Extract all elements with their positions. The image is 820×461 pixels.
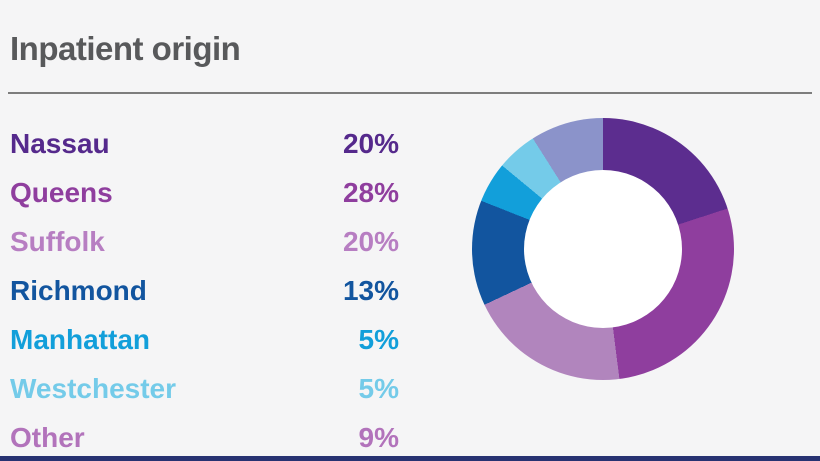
page-title: Inpatient origin: [10, 30, 241, 67]
title-divider: [8, 92, 812, 94]
legend-value: 5%: [358, 372, 399, 404]
legend-row: Nassau 20%: [10, 119, 399, 168]
legend-row: Queens 28%: [10, 168, 399, 217]
legend-value: 28%: [342, 176, 399, 208]
legend-label: Suffolk: [10, 225, 105, 257]
legend-value: 13%: [342, 274, 399, 306]
bottom-accent-bar: [0, 456, 820, 461]
legend-value: 20%: [342, 127, 399, 159]
legend-row: Richmond 13%: [10, 266, 399, 315]
legend-label: Manhattan: [10, 323, 150, 355]
legend-label: Nassau: [10, 127, 110, 159]
legend-value: 9%: [358, 421, 399, 453]
legend-row: Other 9%: [10, 413, 399, 461]
legend-label: Queens: [10, 176, 113, 208]
legend-label: Other: [10, 421, 85, 453]
legend-value: 20%: [342, 225, 399, 257]
legend-row: Westchester 5%: [10, 364, 399, 413]
legend-label: Richmond: [10, 274, 147, 306]
legend-label: Westchester: [10, 372, 177, 404]
legend-value: 5%: [358, 323, 399, 355]
donut-chart: [472, 118, 734, 380]
legend-row: Suffolk 20%: [10, 217, 399, 266]
legend-row: Manhattan 5%: [10, 315, 399, 364]
donut-hole: [524, 170, 682, 328]
legend: Nassau 20% Queens 28% Suffolk 20% Richmond 13% M…: [10, 119, 399, 461]
